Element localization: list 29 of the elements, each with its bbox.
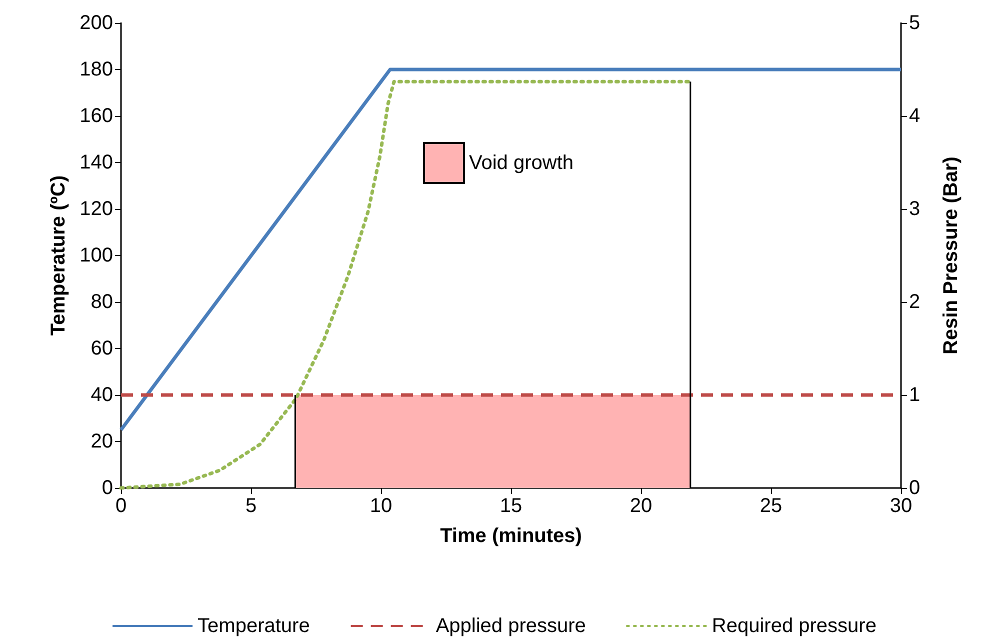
x-tick-label: 15 <box>500 495 522 517</box>
y2-tick-label: 3 <box>909 198 920 220</box>
legend-label: Temperature <box>198 615 310 637</box>
y-tick-label: 120 <box>80 198 113 220</box>
x-tick-label: 0 <box>115 495 127 517</box>
y2-tick-label: 1 <box>909 384 920 406</box>
x-tick-label: 25 <box>760 495 782 517</box>
y2-axis-title: Resin Pressure (Bar) <box>940 156 962 354</box>
y-tick-label: 0 <box>102 477 113 499</box>
y-tick-label: 60 <box>90 338 113 360</box>
y-tick-label: 160 <box>80 105 113 127</box>
legend-label: Applied pressure <box>436 615 586 637</box>
x-tick-label: 10 <box>370 495 392 517</box>
y-tick-label: 80 <box>90 291 113 313</box>
y2-tick-label: 5 <box>909 12 920 34</box>
y-tick-label: 100 <box>80 244 113 266</box>
y-axis-title: Temperature (ºC) <box>48 175 70 336</box>
y-tick-label: 180 <box>80 58 113 80</box>
legend-label: Required pressure <box>712 615 876 637</box>
legend-label: Void growth <box>469 152 574 174</box>
x-axis-title: Time (minutes) <box>440 525 582 547</box>
y2-tick-label: 2 <box>909 291 920 313</box>
y-tick-label: 200 <box>80 12 113 34</box>
y-tick-label: 20 <box>90 430 113 452</box>
x-tick-label: 20 <box>630 495 652 517</box>
x-tick-label: 5 <box>245 495 257 517</box>
y2-tick-label: 4 <box>909 105 920 127</box>
y-tick-label: 140 <box>80 152 113 174</box>
y-tick-label: 40 <box>90 384 113 406</box>
